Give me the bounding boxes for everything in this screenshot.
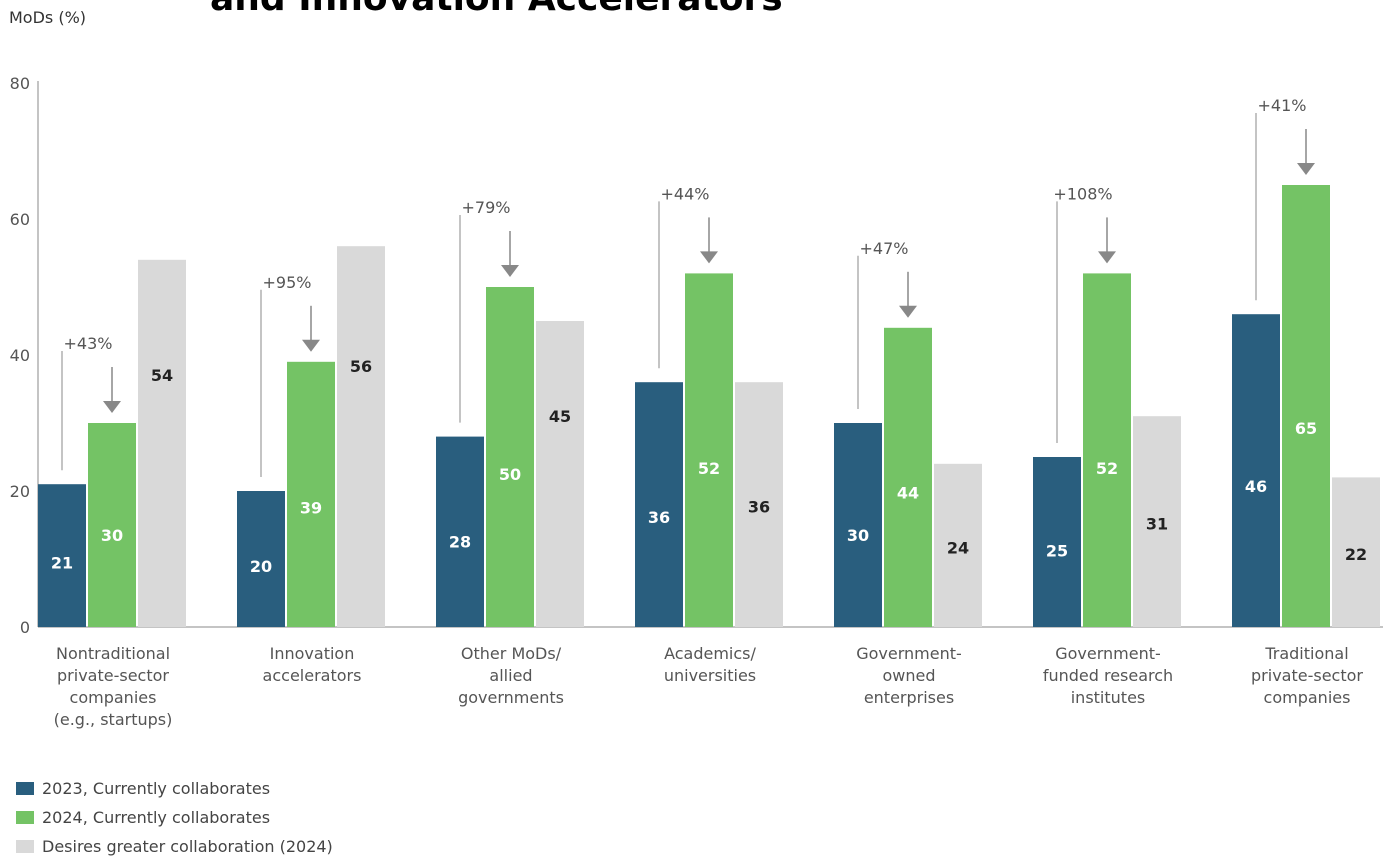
- category-label: Traditional: [1264, 644, 1348, 663]
- category-label: Academics/: [664, 644, 756, 663]
- category-label: Nontraditional: [56, 644, 170, 663]
- bar-value-label: 56: [350, 357, 372, 376]
- bar: [337, 246, 385, 627]
- bar: [138, 259, 186, 627]
- legend-label: 2024, Currently collaborates: [42, 808, 271, 827]
- bar-value-label: 21: [51, 554, 73, 573]
- bar: [1332, 477, 1380, 627]
- bar: [884, 327, 932, 627]
- bar: [486, 287, 534, 627]
- bar-value-label: 54: [151, 366, 173, 385]
- legend-item: Desires greater collaboration (2024): [16, 832, 333, 861]
- bar-value-label: 39: [300, 499, 322, 518]
- change-arrow-head: [103, 401, 121, 413]
- bar-value-label: 44: [897, 483, 919, 502]
- category-label: (e.g., startups): [54, 710, 173, 729]
- change-percent-label: +41%: [1258, 96, 1307, 115]
- change-percent-label: +79%: [462, 198, 511, 217]
- bar-value-label: 30: [847, 526, 869, 545]
- chart-title: and Innovation Accelerators: [210, 0, 783, 19]
- bar: [436, 436, 484, 627]
- legend: 2023, Currently collaborates 2024, Curren…: [16, 774, 333, 861]
- legend-swatch: [16, 840, 34, 853]
- bar: [1083, 273, 1131, 627]
- category-label: Other MoDs/: [461, 644, 562, 663]
- bar-value-label: 28: [449, 532, 471, 551]
- bar: [685, 273, 733, 627]
- bar: [1282, 185, 1330, 627]
- legend-swatch: [16, 782, 34, 795]
- category-label: funded research: [1043, 666, 1173, 685]
- category-label: universities: [664, 666, 756, 685]
- change-arrow-head: [899, 305, 917, 318]
- change-percent-label: +95%: [263, 273, 312, 292]
- change-arrow-head: [700, 251, 718, 264]
- change-percent-label: +108%: [1053, 184, 1112, 203]
- bar: [834, 423, 882, 627]
- change-percent-label: +44%: [661, 184, 710, 203]
- legend-label: 2023, Currently collaborates: [42, 779, 271, 798]
- bar: [237, 491, 285, 627]
- y-tick-label: 60: [10, 210, 30, 229]
- bar: [1133, 416, 1181, 627]
- y-tick-label: 40: [10, 346, 30, 365]
- change-arrow-head: [1297, 163, 1315, 175]
- category-label: governments: [458, 688, 564, 707]
- bar-value-label: 31: [1146, 515, 1168, 534]
- y-tick-label: 80: [10, 74, 30, 93]
- bar: [1232, 314, 1280, 627]
- category-label: Government-: [856, 644, 962, 663]
- legend-swatch: [16, 811, 34, 824]
- legend-item: 2024, Currently collaborates: [16, 803, 333, 832]
- category-label: allied: [489, 666, 532, 685]
- change-arrow-head: [501, 265, 519, 277]
- y-axis-label: MoDs (%): [9, 8, 87, 27]
- category-label: accelerators: [263, 666, 362, 685]
- bar-value-label: 24: [947, 538, 969, 557]
- bar-value-label: 36: [748, 498, 770, 517]
- change-percent-label: +43%: [64, 334, 113, 353]
- bar-value-label: 52: [1096, 459, 1118, 478]
- bar-value-label: 46: [1245, 477, 1267, 496]
- bar: [536, 321, 584, 627]
- category-label: Government-: [1055, 644, 1161, 663]
- bar: [635, 382, 683, 627]
- bar: [735, 382, 783, 627]
- change-percent-label: +47%: [860, 239, 909, 258]
- category-label: companies: [70, 688, 157, 707]
- bar-value-label: 20: [250, 557, 272, 576]
- legend-label: Desires greater collaboration (2024): [42, 837, 333, 856]
- bar-value-label: 52: [698, 459, 720, 478]
- bar-value-label: 30: [101, 526, 123, 545]
- category-label: Innovation: [270, 644, 355, 663]
- bar: [934, 463, 982, 627]
- bar: [287, 361, 335, 627]
- legend-item: 2023, Currently collaborates: [16, 774, 333, 803]
- category-label: private-sector: [1251, 666, 1363, 685]
- y-tick-label: 20: [10, 482, 30, 501]
- bar-value-label: 22: [1345, 545, 1367, 564]
- category-label: private-sector: [57, 666, 169, 685]
- category-label: institutes: [1071, 688, 1146, 707]
- bar: [88, 423, 136, 627]
- bar-value-label: 25: [1046, 542, 1068, 561]
- bar: [1033, 457, 1081, 627]
- y-tick-label: 0: [20, 618, 30, 637]
- bar-value-label: 65: [1295, 419, 1317, 438]
- bar-value-label: 45: [549, 407, 571, 426]
- category-label: owned: [882, 666, 935, 685]
- bar-value-label: 36: [648, 508, 670, 527]
- category-label: companies: [1264, 688, 1351, 707]
- bar-value-label: 50: [499, 465, 521, 484]
- change-arrow-head: [302, 339, 320, 352]
- bar: [38, 484, 86, 627]
- change-arrow-head: [1098, 251, 1116, 264]
- category-label: enterprises: [864, 688, 954, 707]
